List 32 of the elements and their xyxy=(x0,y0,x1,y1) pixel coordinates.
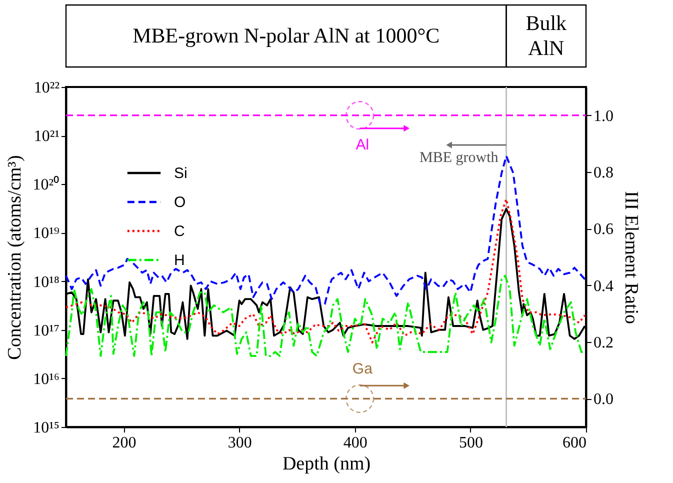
legend-label: Si xyxy=(174,165,188,182)
y-axis-title: Concentration (atoms/cm³) xyxy=(4,155,26,360)
legend-label: H xyxy=(174,252,185,269)
y2-tick-label: 1.0 xyxy=(594,108,614,125)
y-tick-label: 10²² xyxy=(34,80,60,96)
legend-label: O xyxy=(174,194,186,211)
y-tick-label: 10¹⁸ xyxy=(33,274,60,291)
text: Bulk AlN xyxy=(526,11,568,60)
y2-tick-label: 0.6 xyxy=(594,221,614,238)
x-tick-label: 600 xyxy=(562,434,586,452)
y-tick-label: 10²⁰ xyxy=(32,176,60,194)
y-tick-label: 10¹⁷ xyxy=(33,322,60,340)
y2-tick-label: 0.4 xyxy=(594,278,614,295)
y-tick-label: 10²¹ xyxy=(34,128,60,146)
x-tick-label: 300 xyxy=(228,434,252,452)
x-tick-label: 500 xyxy=(458,434,483,452)
y-tick-label: 10¹⁹ xyxy=(33,225,60,242)
x-axis-title: Depth (nm) xyxy=(282,454,371,474)
y-tick-label: 10¹⁶ xyxy=(33,370,60,388)
y2-tick-label: 0.2 xyxy=(594,334,614,352)
y-tick-label: 10¹⁵ xyxy=(33,420,60,436)
x-tick-label: 200 xyxy=(112,434,136,452)
annotation: MBE growth xyxy=(420,150,499,166)
legend-label: C xyxy=(174,223,185,240)
x-tick-label: 400 xyxy=(343,434,368,452)
y2-tick-label: 0.0 xyxy=(594,391,614,408)
text: MBE-grown N-polar AlN at 1000°C xyxy=(132,24,440,48)
y2-tick-label: 0.8 xyxy=(594,164,614,182)
line-series xyxy=(65,274,586,357)
y2-axis-title: III Element Ratio xyxy=(620,191,642,324)
series-label: Al xyxy=(356,136,370,154)
series-label: Ga xyxy=(352,360,374,378)
